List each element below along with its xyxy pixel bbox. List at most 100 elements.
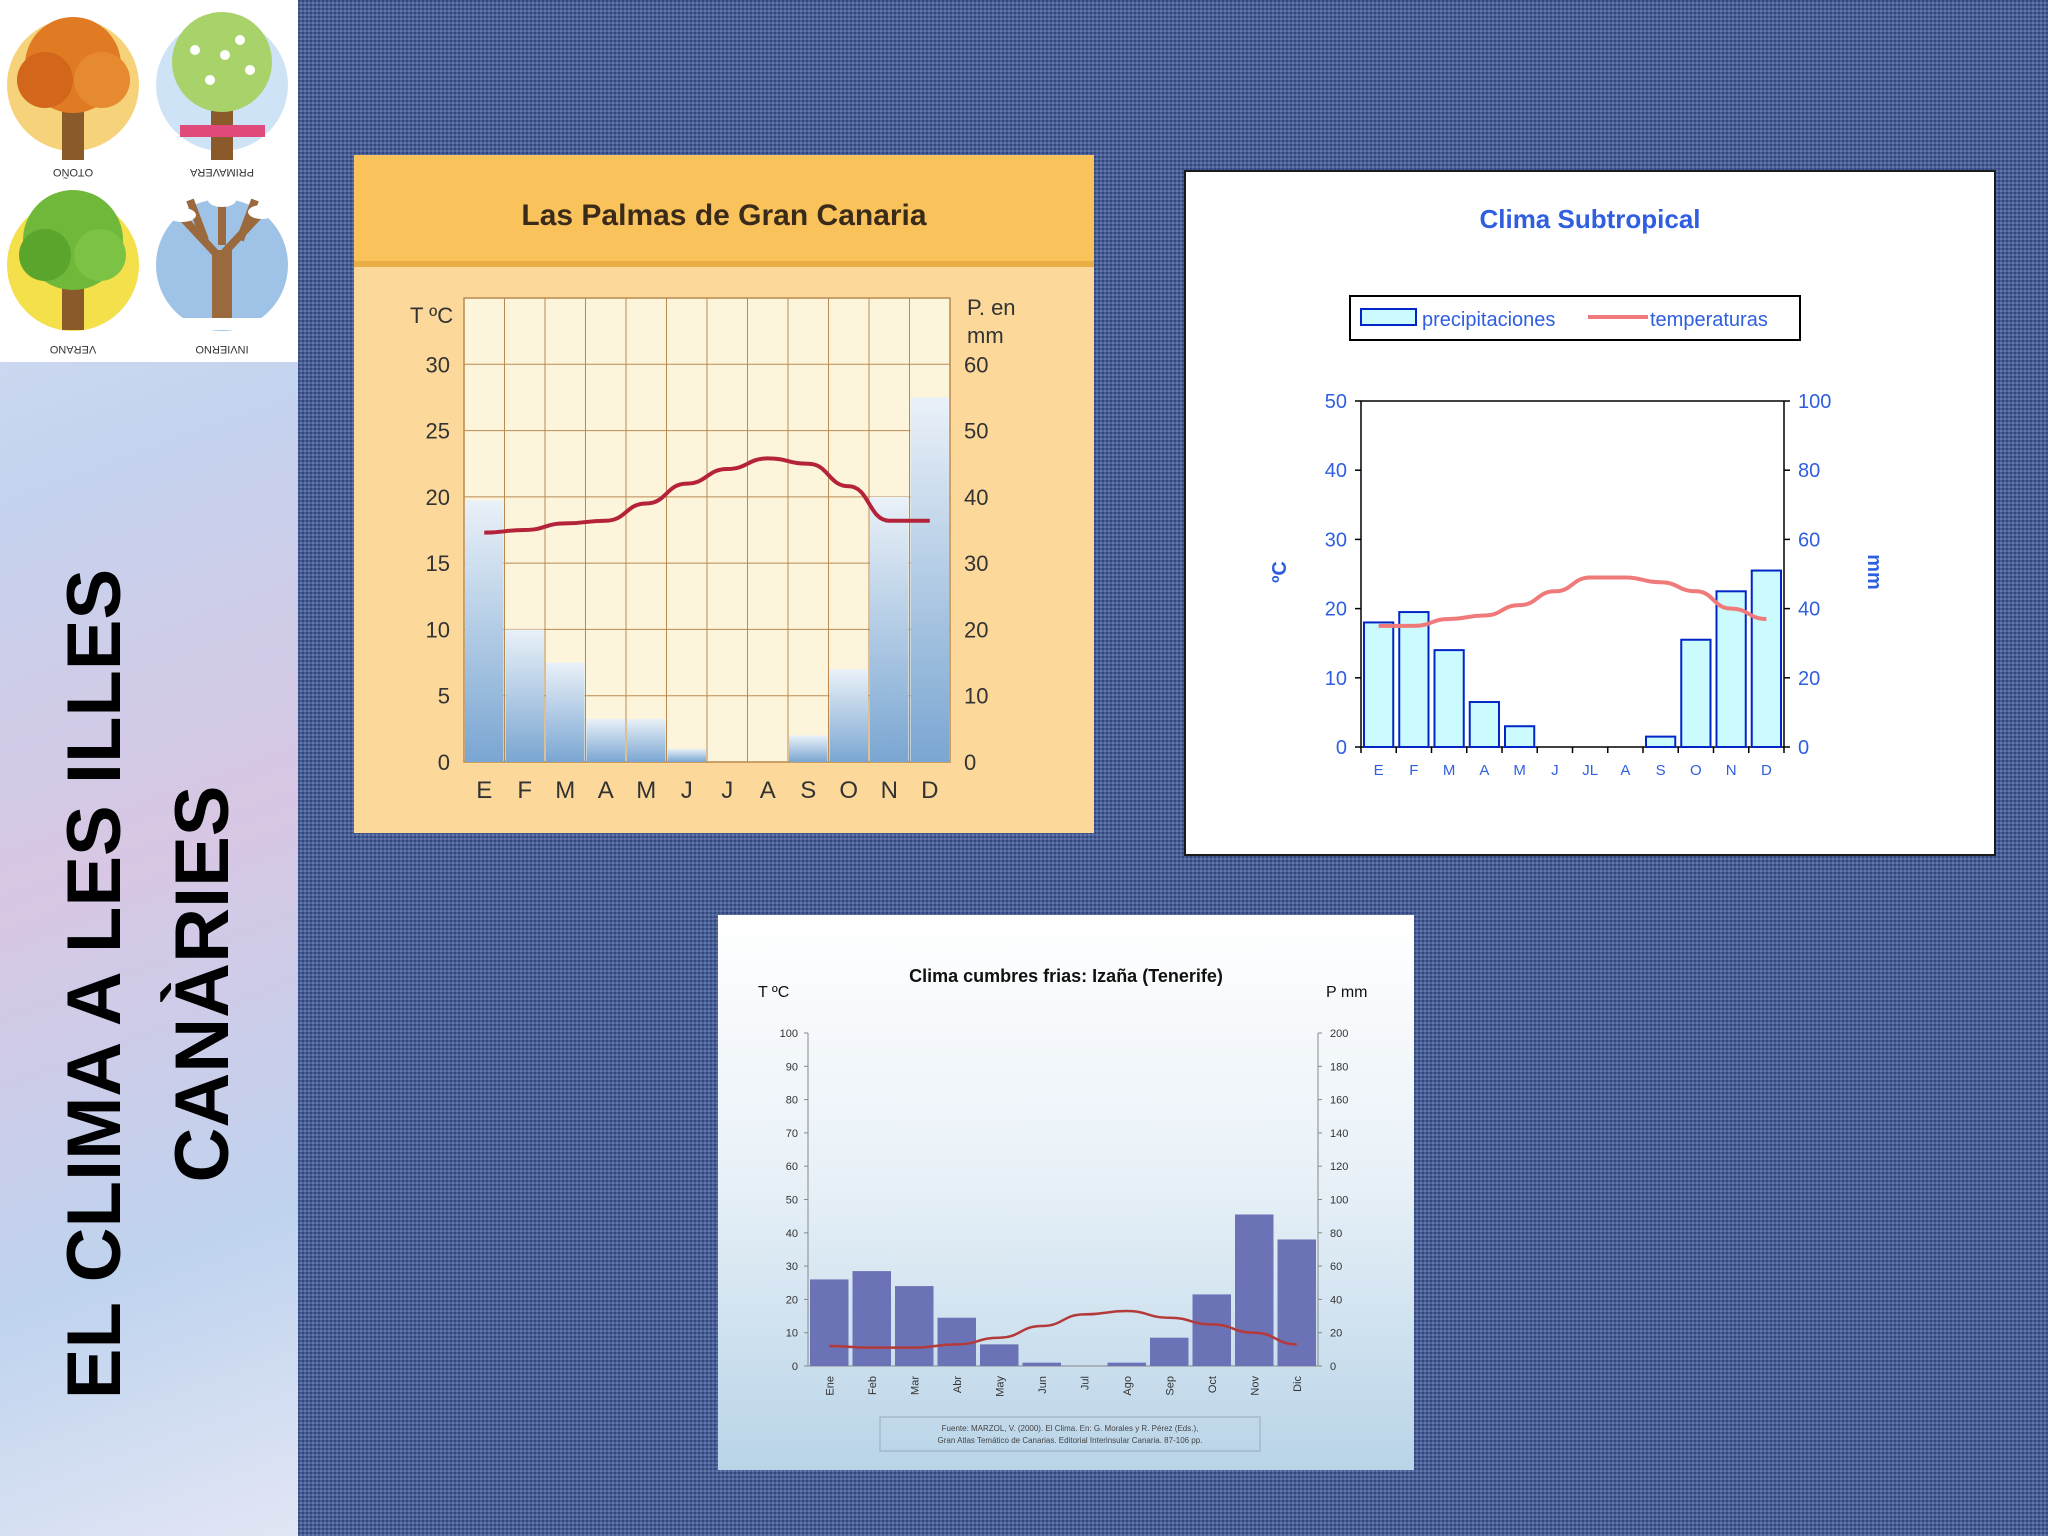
chart1-xtick: M (555, 777, 575, 804)
chart1-xtick: N (881, 777, 898, 804)
chart3-precip-bar (1192, 1294, 1231, 1366)
chart1-ytick: 15 (426, 551, 450, 576)
chart3-y2tick: 80 (1330, 1228, 1342, 1240)
chart2-y2tick: 100 (1798, 391, 1831, 413)
chart2-precip-bar (1433, 649, 1465, 748)
chart1-precip-bar (627, 718, 666, 762)
chart2-xtick: E (1374, 762, 1384, 779)
chart1-ytick: 25 (426, 419, 450, 444)
chart3-ytick: 80 (786, 1095, 798, 1107)
chart2-precip-bar (1750, 569, 1782, 749)
chart2-xtick: M (1443, 762, 1456, 779)
chart3-xtick: May (994, 1376, 1006, 1397)
chart1-precip-bar (789, 735, 828, 762)
chart2-y2tick: 40 (1798, 599, 1820, 621)
chart1-precip-bar (667, 748, 706, 762)
chart3-xtick: Nov (1249, 1376, 1261, 1396)
chart3-xtick: Mar (909, 1376, 921, 1395)
chart3-ytick: 30 (786, 1261, 798, 1273)
chart2-ytick: 0 (1336, 737, 1347, 759)
chart2-precip-bar (1398, 611, 1430, 748)
chart1-title: Las Palmas de Gran Canaria (521, 199, 927, 232)
chart1-xtick: J (721, 777, 733, 804)
label-primavera: PRIMAVERA (189, 166, 254, 178)
spring-tree-icon: PRIMAVERA (156, 12, 288, 178)
chart1-xtick: E (476, 777, 492, 804)
legend-precip-label: precipitaciones (1422, 309, 1555, 331)
chart1-y2tick: 0 (964, 750, 976, 775)
chart2-xtick: S (1656, 762, 1666, 779)
chart3-ytick: 70 (786, 1128, 798, 1140)
chart2-precip-bar (1468, 701, 1500, 749)
chart3-precip-bar (1022, 1362, 1061, 1366)
chart-subtropical-panel: Clima Subtropical precipitaciones temper… (1184, 170, 1996, 856)
chart2-xtick: A (1479, 762, 1489, 779)
chart3-xtick: Sep (1164, 1376, 1176, 1396)
chart1-xtick: A (598, 777, 614, 804)
chart1-ytick: 0 (438, 750, 450, 775)
chart3-ytick: 20 (786, 1294, 798, 1306)
chart3-y2label: P mm (1326, 984, 1367, 1001)
chart3-ytick: 60 (786, 1161, 798, 1173)
legend-temp-label: temperaturas (1650, 309, 1768, 331)
chart1-y2tick: 40 (964, 485, 988, 510)
chart3-y2tick: 20 (1330, 1328, 1342, 1340)
chart2-xtick: D (1761, 762, 1772, 779)
chart2-title: Clima Subtropical (1479, 204, 1700, 234)
chart1-ytick: 5 (438, 684, 450, 709)
chart1-y2tick: 20 (964, 617, 988, 642)
chart2-xtick: A (1620, 762, 1630, 779)
chart1-y2label-line1: P. en (967, 295, 1016, 320)
chart3-xtick: Ene (824, 1376, 836, 1396)
chart3-y2tick: 40 (1330, 1294, 1342, 1306)
chart1-ylabel: T ºC (410, 303, 453, 328)
chart2-xtick: JL (1582, 762, 1598, 779)
page-title: EL CLIMA A LES ILLES CANÀRIES (52, 568, 245, 1400)
chart3-precip-bar (1277, 1239, 1316, 1366)
chart2-xtick: N (1726, 762, 1737, 779)
sidebar: OTOÑO PRIMAVERA VERANO (0, 0, 298, 1536)
chart1-xtick: S (800, 777, 816, 804)
chart2-y2tick: 80 (1798, 460, 1820, 482)
chart2-y2tick: 0 (1798, 737, 1809, 759)
chart2-ytick: 40 (1325, 460, 1347, 482)
chart3-xtick: Oct (1207, 1376, 1219, 1393)
chart3-xtick: Dic (1292, 1376, 1304, 1392)
chart3-precip-bar (1150, 1337, 1189, 1366)
chart3-precip-bar (852, 1271, 891, 1366)
chart3-temperature-line (829, 1309, 1297, 1349)
chart2-legend: precipitaciones temperaturas (1349, 295, 1801, 341)
chart3-y2tick: 180 (1330, 1061, 1348, 1073)
summer-tree-icon: VERANO (7, 190, 139, 355)
chart3-ytick: 10 (786, 1328, 798, 1340)
chart1-precip-bar (870, 496, 909, 762)
label-invierno: INVIERNO (195, 343, 249, 355)
chart1-precip-bar (910, 397, 949, 762)
chart3-xtick: Feb (867, 1376, 879, 1395)
chart2-xtick: F (1409, 762, 1418, 779)
chart3-source-line2: Gran Atlas Temático de Canarias. Editori… (938, 1436, 1203, 1445)
chart1-precip-bar (546, 662, 585, 762)
chart2-y2label: mm (1863, 554, 1885, 590)
chart1-precip-bar (829, 669, 868, 762)
chart2-precip-bar (1645, 735, 1677, 748)
chart3-precip-bar (1107, 1362, 1146, 1366)
chart3-y2tick: 160 (1330, 1095, 1348, 1107)
chart2-ylabel: ºC (1269, 561, 1291, 583)
chart-las-palmas-panel: Las Palmas de Gran Canaria T ºC P. en mm… (354, 155, 1094, 833)
chart-izana-panel: Clima cumbres frias: Izaña (Tenerife) T … (718, 915, 1414, 1470)
chart1-precip-bar (465, 500, 504, 762)
chart3-y2tick: 100 (1330, 1195, 1348, 1207)
chart2-ytick: 10 (1325, 668, 1347, 690)
chart1-temperature-line (484, 456, 930, 535)
legend-precip-swatch (1360, 308, 1417, 326)
chart2-temperature-line (1378, 575, 1767, 628)
chart3-ytick: 0 (792, 1361, 798, 1373)
chart1-precip-bar (505, 629, 544, 762)
chart1-y2tick: 50 (964, 419, 988, 444)
chart3-xtick: Jul (1079, 1376, 1091, 1390)
chart1-xtick: O (839, 777, 858, 804)
chart2-xtick: M (1513, 762, 1526, 779)
chart1-header (354, 155, 1094, 267)
autumn-tree-icon: OTOÑO (7, 17, 139, 179)
